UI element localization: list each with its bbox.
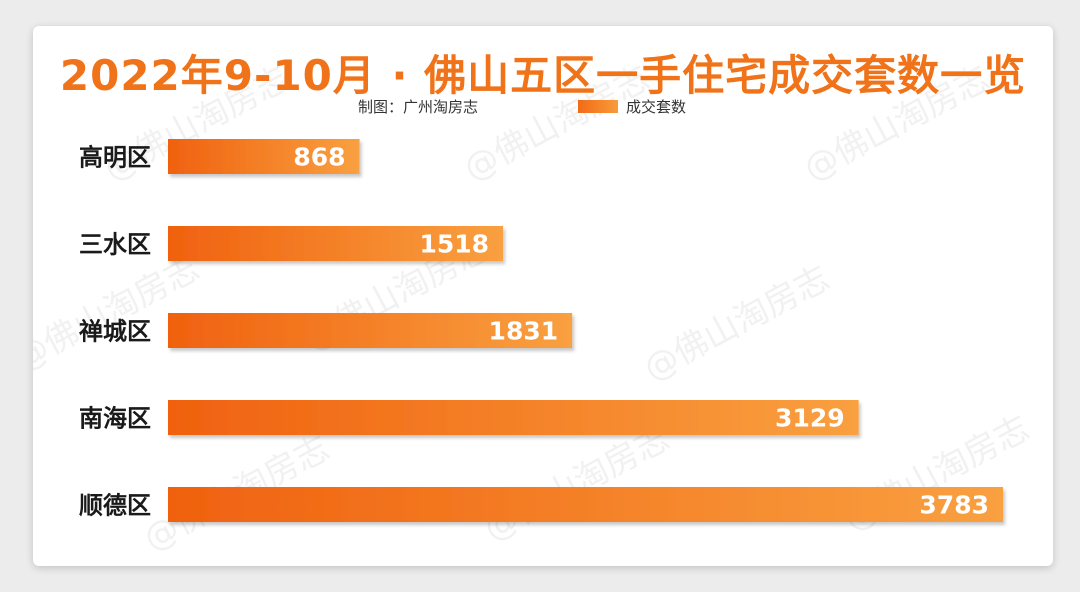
bar bbox=[168, 226, 504, 261]
subtitle-row: 制图：广州淘房志 成交套数 bbox=[33, 96, 1053, 116]
bar-chart: 高明区 868 三水区 1518 禅城区 1831 南海区 3129 顺德区 3783 bbox=[78, 139, 1003, 522]
category-label: 禅城区 bbox=[78, 318, 151, 346]
legend-label: 成交套数 bbox=[626, 98, 687, 116]
legend: 成交套数 bbox=[578, 96, 686, 117]
chart-title: 2022年9-10月 · 佛山五区一手住宅成交套数一览 bbox=[59, 51, 1027, 100]
bar-value-label: 868 bbox=[293, 143, 345, 172]
category-label: 三水区 bbox=[79, 231, 151, 259]
bar-value-label: 1831 bbox=[489, 317, 559, 346]
bar bbox=[168, 139, 360, 174]
category-label: 顺德区 bbox=[79, 492, 151, 520]
bar-value-label: 3129 bbox=[775, 404, 845, 433]
chart-credit: 制图：广州淘房志 bbox=[358, 98, 479, 116]
chart-card: @佛山淘房志 @佛山淘房志 @佛山淘房志 @佛山淘房志 @佛山淘房志 @佛山淘房… bbox=[33, 26, 1053, 566]
legend-swatch bbox=[578, 100, 618, 113]
bar-value-label: 1518 bbox=[419, 230, 489, 259]
bar bbox=[168, 487, 1003, 522]
bar bbox=[168, 400, 859, 435]
category-label: 高明区 bbox=[79, 144, 151, 172]
category-label: 南海区 bbox=[79, 405, 151, 433]
bar bbox=[168, 313, 573, 348]
bar-value-label: 3783 bbox=[919, 491, 989, 520]
